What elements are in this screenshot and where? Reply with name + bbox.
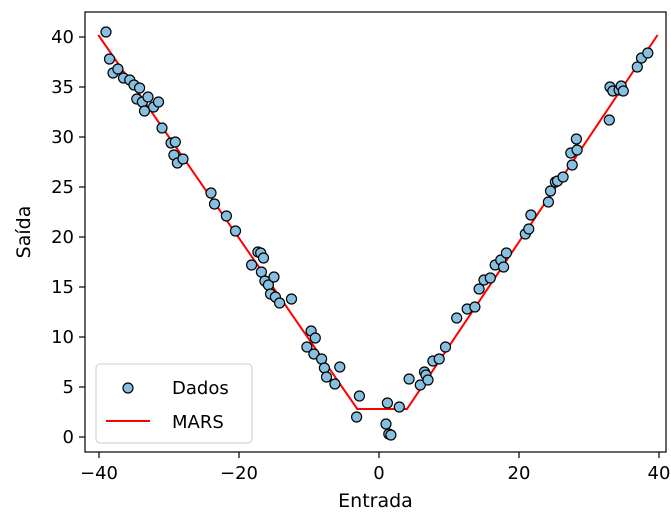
axes-frame — [84, 11, 667, 453]
x-tick-label: −20 — [220, 463, 258, 484]
y-tick-label: 30 — [51, 127, 74, 148]
data-point — [381, 397, 393, 409]
data-point — [138, 105, 151, 117]
data-point — [617, 85, 629, 97]
data-point — [473, 283, 485, 295]
data-point — [320, 371, 333, 383]
data-point — [500, 247, 512, 259]
x-axis-label: Entrada — [338, 490, 413, 512]
y-tick-label: 40 — [51, 27, 74, 48]
data-point — [318, 362, 330, 374]
legend-label-dados: Dados — [172, 378, 229, 399]
data-point — [571, 144, 583, 156]
data-point — [542, 196, 555, 208]
data-point — [142, 91, 154, 103]
data-point — [523, 223, 535, 235]
data-point — [257, 252, 270, 264]
legend-label-mars: MARS — [172, 412, 224, 433]
x-tick-label: 40 — [648, 463, 671, 484]
data-point — [334, 361, 346, 373]
x-tick-label: 0 — [373, 463, 384, 484]
legend: Dados MARS — [95, 363, 253, 444]
data-point — [205, 187, 217, 199]
series-line-mars — [97, 34, 659, 410]
data-point — [403, 373, 415, 385]
data-point — [439, 341, 452, 353]
data-point — [220, 210, 232, 222]
data-point — [525, 209, 537, 221]
data-point — [393, 401, 405, 413]
data-point — [498, 261, 510, 273]
data-point — [469, 301, 481, 313]
data-point — [152, 96, 165, 108]
data-point — [329, 378, 341, 390]
legend-box — [95, 363, 253, 444]
data-point — [385, 429, 397, 441]
y-tick-label: 15 — [51, 277, 74, 298]
legend-marker-dados — [122, 382, 134, 394]
data-point — [631, 61, 643, 73]
data-point — [351, 411, 363, 423]
data-point — [557, 171, 569, 183]
ticks: −40 −20 0 20 40 0 5 10 15 20 25 30 35 40 — [51, 27, 670, 484]
data-point — [642, 47, 654, 59]
y-tick-label: 20 — [51, 227, 74, 248]
data-point — [100, 26, 112, 38]
x-tick-label: −40 — [80, 463, 118, 484]
y-tick-label: 25 — [51, 177, 74, 198]
data-point — [134, 82, 146, 94]
y-tick-label: 35 — [51, 77, 74, 98]
data-point — [308, 348, 320, 360]
data-point — [301, 341, 313, 353]
data-point — [433, 353, 445, 365]
data-point — [177, 153, 189, 165]
data-point — [169, 136, 181, 148]
data-point — [422, 374, 434, 386]
data-point — [156, 122, 168, 134]
data-point — [103, 53, 116, 65]
data-point — [112, 63, 124, 75]
data-point — [285, 293, 298, 305]
data-point — [451, 312, 463, 324]
data-point — [414, 379, 426, 391]
data-point — [353, 390, 365, 402]
data-point — [274, 297, 286, 309]
y-tick-label: 10 — [51, 327, 74, 348]
x-tick-label: 20 — [508, 463, 531, 484]
y-axis-label: Saída — [13, 206, 35, 259]
data-point — [603, 114, 615, 126]
plot-area — [97, 26, 659, 441]
data-point — [208, 198, 221, 210]
data-point — [268, 271, 280, 283]
data-point — [229, 225, 242, 237]
data-point — [246, 259, 258, 271]
data-point — [570, 133, 583, 145]
data-point — [566, 159, 578, 171]
data-point — [380, 418, 392, 430]
data-point — [484, 272, 496, 284]
y-tick-label: 0 — [63, 427, 74, 448]
data-point — [544, 185, 557, 197]
data-point — [309, 332, 321, 344]
y-tick-label: 5 — [63, 377, 74, 398]
